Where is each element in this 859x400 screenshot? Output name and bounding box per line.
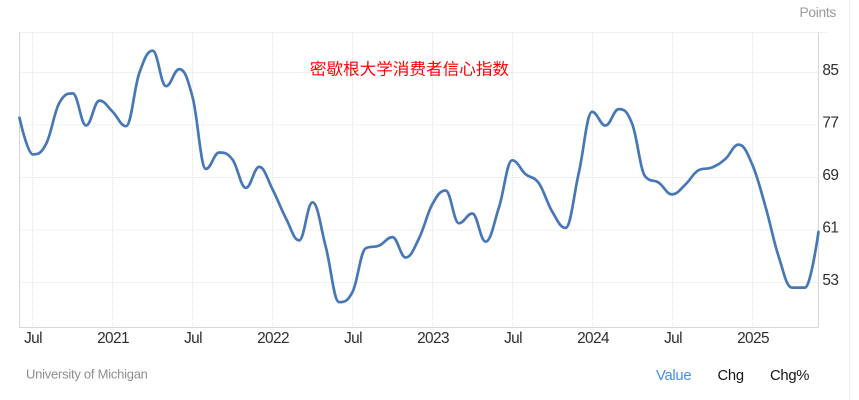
svg-text:Chg: Chg	[718, 368, 744, 384]
svg-text:53: 53	[822, 272, 838, 289]
svg-text:2024: 2024	[577, 330, 610, 347]
svg-text:2021: 2021	[97, 330, 129, 347]
svg-text:61: 61	[822, 219, 838, 236]
svg-text:2023: 2023	[417, 330, 449, 347]
svg-text:69: 69	[822, 167, 838, 184]
svg-text:Jul: Jul	[184, 330, 202, 347]
svg-text:Jul: Jul	[344, 330, 362, 347]
svg-text:Jul: Jul	[24, 330, 42, 347]
svg-text:Value: Value	[656, 368, 691, 384]
svg-text:Jul: Jul	[504, 330, 522, 347]
svg-text:2022: 2022	[257, 330, 289, 347]
svg-text:2025: 2025	[737, 330, 769, 347]
svg-text:85: 85	[822, 62, 838, 79]
svg-text:University of Michigan: University of Michigan	[26, 367, 148, 382]
svg-text:Jul: Jul	[664, 330, 682, 347]
svg-text:Points: Points	[799, 5, 836, 20]
svg-text:Chg%: Chg%	[770, 368, 809, 384]
svg-text:77: 77	[822, 114, 838, 131]
